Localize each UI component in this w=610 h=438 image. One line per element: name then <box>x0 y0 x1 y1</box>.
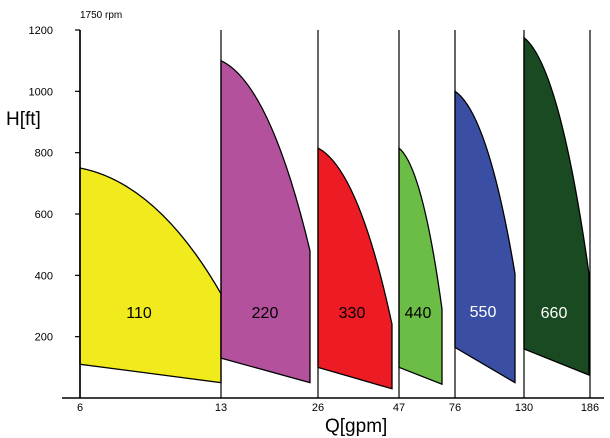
band-440 <box>398 146 443 386</box>
y-tick-label: 200 <box>35 332 53 344</box>
x-tick-label: 76 <box>449 402 461 414</box>
series-label-220: 220 <box>252 305 279 322</box>
series-labels: 110 220 330 440 550 660 <box>126 304 567 322</box>
y-axis-label: H[ft] <box>6 109 41 130</box>
x-tick-label: 130 <box>515 402 533 414</box>
series-label-110: 110 <box>126 305 152 322</box>
x-tick-label: 6 <box>77 402 83 414</box>
x-tick-label: 26 <box>312 402 324 414</box>
y-tick-label: 1000 <box>29 86 53 98</box>
grid-lines <box>79 30 591 398</box>
series-label-550: 550 <box>470 304 497 321</box>
series-label-660: 660 <box>541 305 568 322</box>
y-tick-label: 800 <box>35 148 53 160</box>
band-110 <box>79 167 222 384</box>
x-tick-label: 47 <box>393 402 405 414</box>
x-tick-label: 186 <box>581 402 599 414</box>
series-label-330: 330 <box>339 305 366 322</box>
series-bands <box>79 36 590 390</box>
y-tick-label: 400 <box>35 270 53 282</box>
rpm-note: 1750 rpm <box>80 10 122 21</box>
x-axis-label: Q[gpm] <box>325 416 387 437</box>
series-label-440: 440 <box>405 305 432 322</box>
y-tick-label: 1200 <box>29 25 53 37</box>
band-550 <box>454 90 516 384</box>
x-tick-label: 13 <box>215 402 227 414</box>
band-660 <box>523 36 590 376</box>
band-330 <box>317 146 393 390</box>
band-220 <box>220 59 311 384</box>
y-tick-label: 600 <box>35 209 53 221</box>
